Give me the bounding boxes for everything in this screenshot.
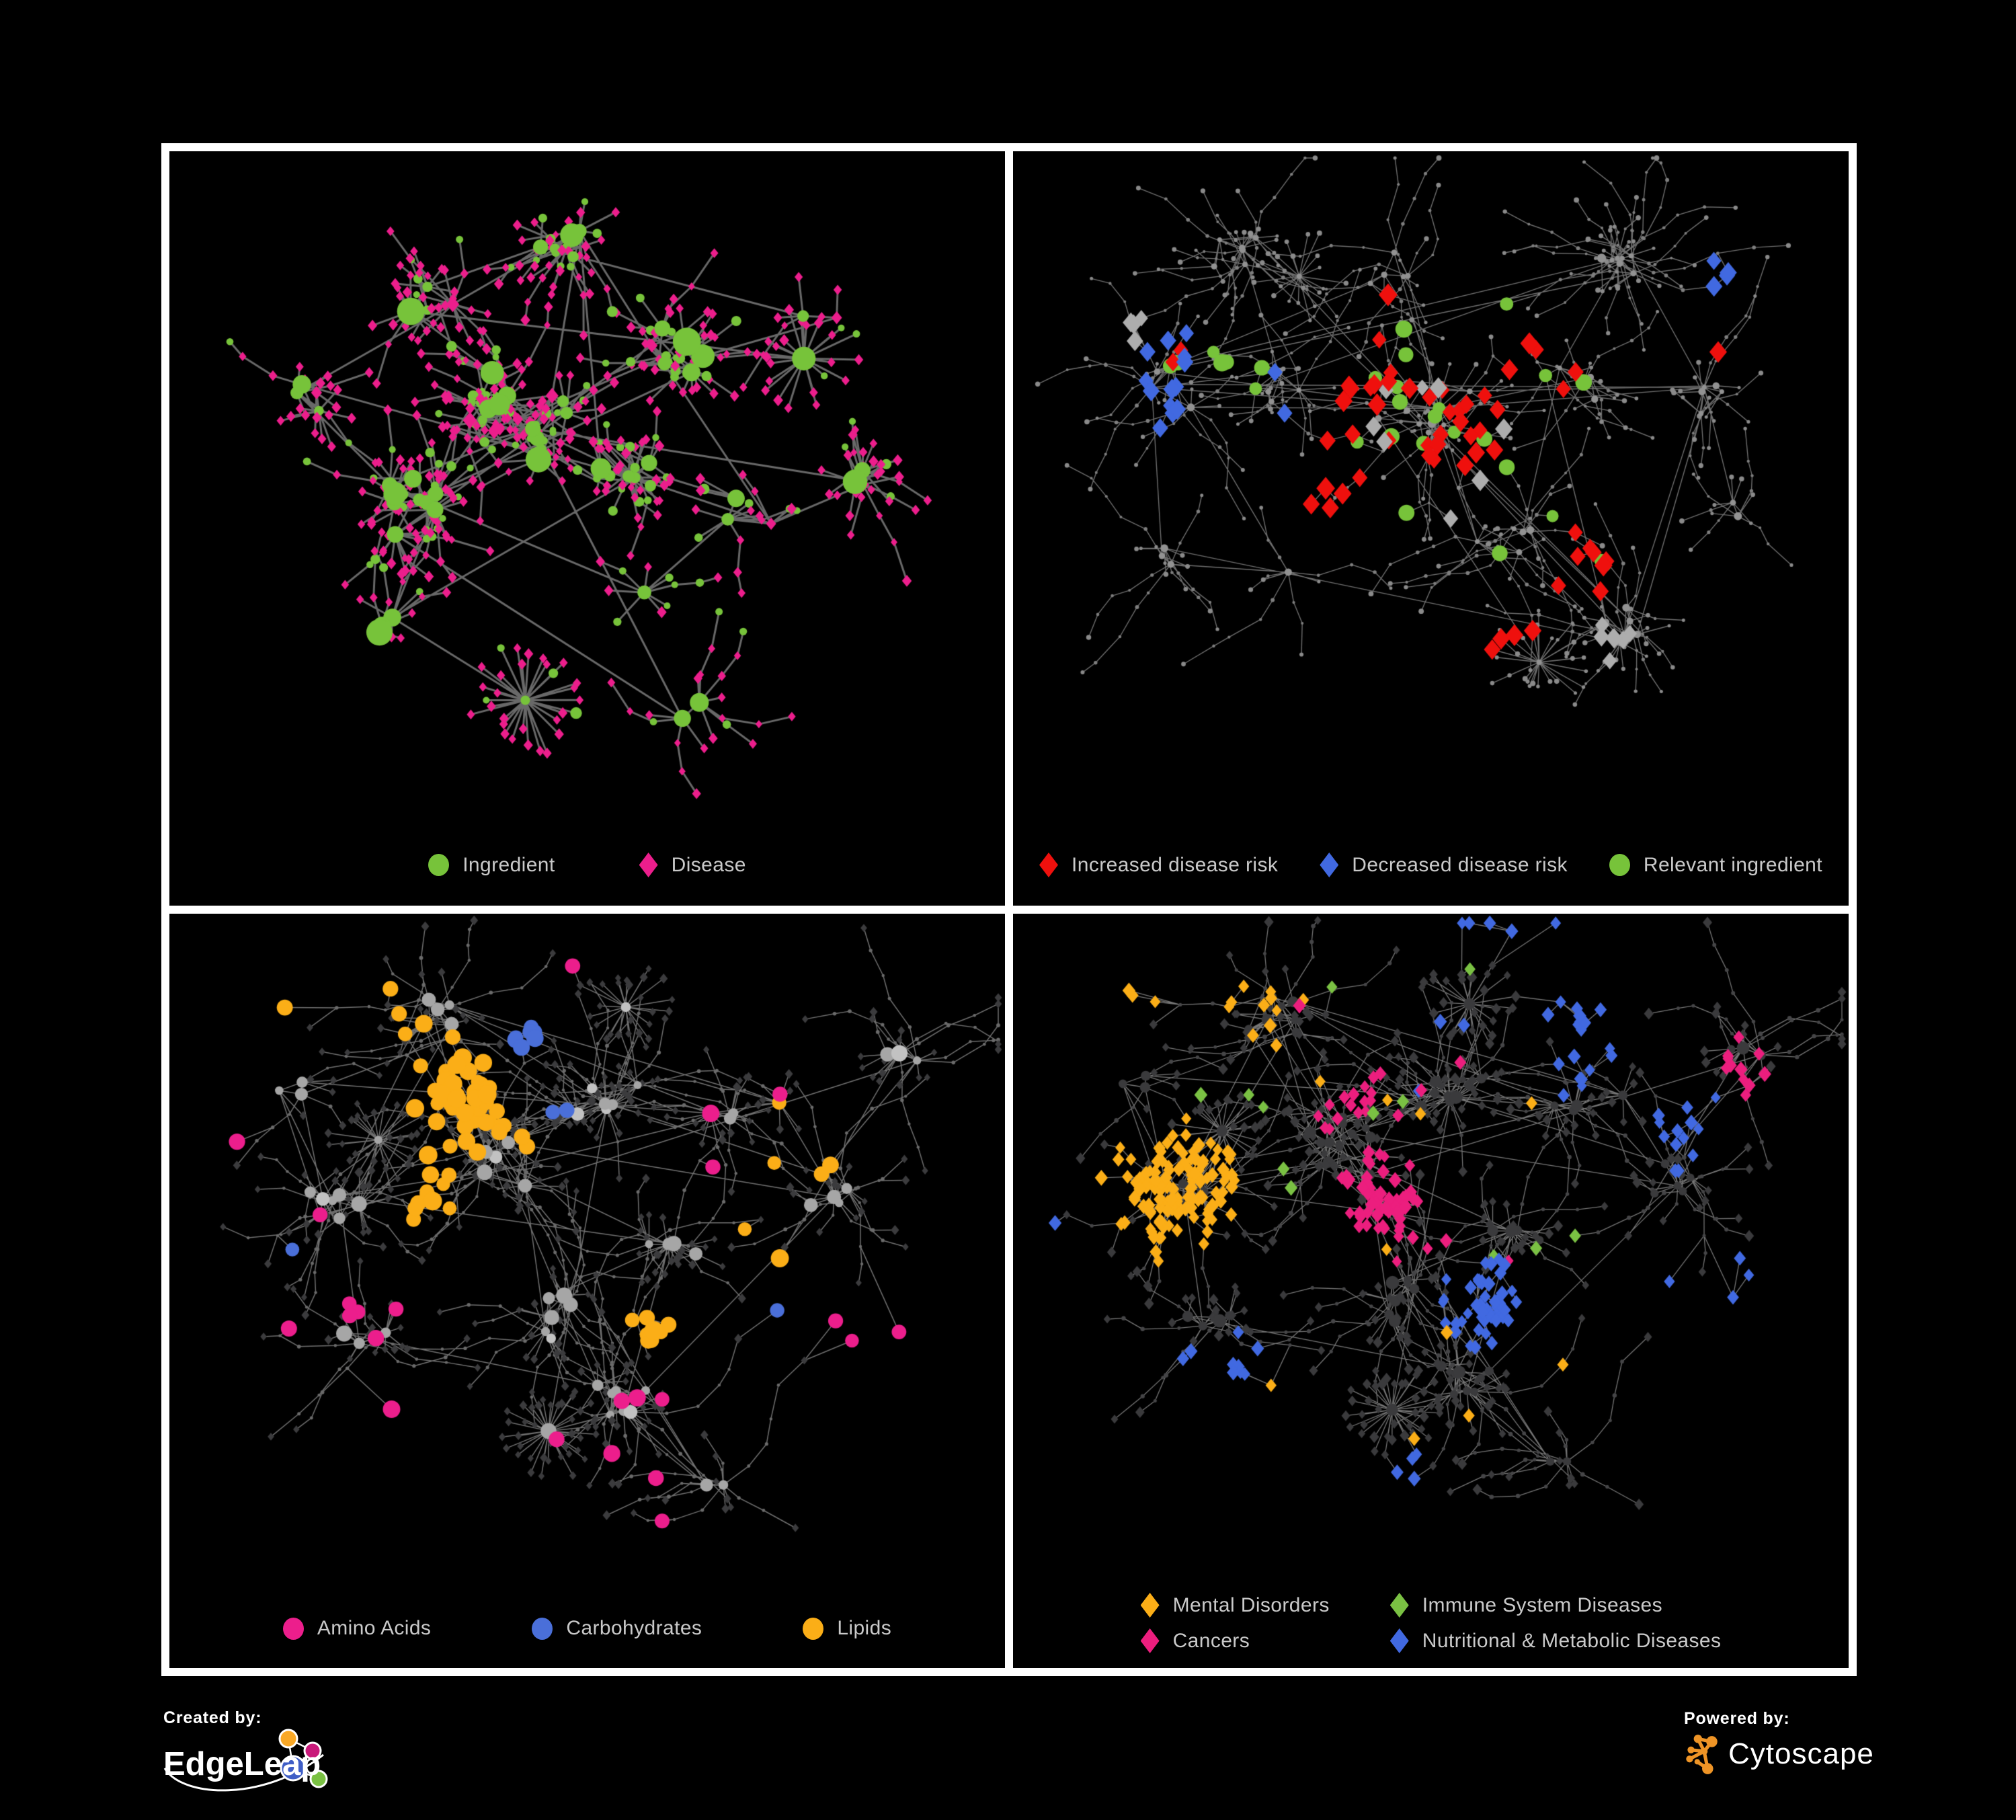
legend-item-cancers: Cancers	[1140, 1628, 1330, 1653]
legend-item-disease: Disease	[639, 853, 746, 877]
legend-item-relevant-ingredient: Relevant ingredient	[1609, 854, 1822, 877]
legend-item-carbohydrates: Carbohydrates	[532, 1617, 702, 1640]
legend-label: Amino Acids	[317, 1617, 432, 1639]
legend-panel-3: Amino Acids Carbohydrates Lipids	[169, 1617, 1005, 1640]
legend-item-mental-disorders: Mental Disorders	[1140, 1593, 1330, 1618]
legend-item-immune-diseases: Immune System Diseases	[1389, 1593, 1722, 1618]
legend-panel-4: Mental Disorders Immune System Diseases …	[1013, 1593, 1849, 1653]
cancers-marker-icon	[1140, 1628, 1160, 1653]
legend-item-ingredient: Ingredient	[428, 854, 555, 877]
legend-item-amino-acids: Amino Acids	[282, 1617, 432, 1640]
cytoscape-logo-nodes	[1686, 1735, 1718, 1774]
edgeleap-node-orange	[278, 1729, 298, 1749]
figure-frame: Ingredient Disease Increased disease ris…	[161, 143, 1857, 1676]
legend-item-decreased-risk: Decreased disease risk	[1320, 853, 1568, 877]
lipids-marker-icon	[803, 1617, 824, 1640]
legend-label: Relevant ingredient	[1643, 853, 1822, 876]
legend-label: Disease	[671, 853, 746, 876]
legend-label: Lipids	[837, 1617, 892, 1639]
nutritional-metabolic-marker-icon	[1389, 1628, 1409, 1653]
edgeleap-logo-graphic	[163, 1729, 328, 1792]
decreased-risk-marker-icon	[1320, 853, 1339, 877]
legend-label: Cancers	[1172, 1629, 1250, 1652]
legend-label: Mental Disorders	[1172, 1593, 1330, 1616]
created-by-label: Created by:	[163, 1708, 262, 1727]
panel-disease-risk: Increased disease risk Decreased disease…	[1013, 151, 1849, 906]
legend-label: Ingredient	[462, 853, 555, 876]
network-canvas-ingredient-classes	[169, 914, 1005, 1668]
powered-by-block: Powered by: Cytoscape	[1684, 1709, 1966, 1790]
legend-label: Carbohydrates	[566, 1617, 702, 1639]
cytoscape-logo	[1686, 1735, 1718, 1774]
legend-label: Nutritional & Metabolic Diseases	[1422, 1629, 1722, 1652]
legend-item-lipids: Lipids	[803, 1617, 891, 1640]
edgeleap-node-blue	[280, 1755, 307, 1782]
legend-label: Decreased disease risk	[1352, 853, 1568, 876]
carbohydrates-marker-icon	[532, 1617, 553, 1640]
legend-label: Immune System Diseases	[1422, 1593, 1662, 1616]
edgeleap-node-magenta	[303, 1741, 322, 1760]
edgeleap-logo: EdgeLeap	[163, 1728, 345, 1798]
network-canvas-disease-risk	[1013, 151, 1849, 906]
panel-ingredient-disease: Ingredient Disease	[169, 151, 1005, 906]
panel-disease-classes: Mental Disorders Immune System Diseases …	[1013, 914, 1849, 1668]
legend-label: Increased disease risk	[1072, 853, 1279, 876]
cytoscape-wordmark: Cytoscape	[1728, 1737, 1874, 1770]
amino-acids-marker-icon	[282, 1617, 304, 1640]
ingredient-marker-icon	[428, 854, 450, 876]
immune-diseases-marker-icon	[1389, 1593, 1409, 1618]
increased-risk-marker-icon	[1039, 853, 1058, 877]
created-by-block: Created by: EdgeLeap	[163, 1708, 345, 1796]
network-canvas-disease-classes	[1013, 914, 1849, 1668]
legend-panel-2: Increased disease risk Decreased disease…	[1013, 853, 1849, 877]
legend-panel-1: Ingredient Disease	[169, 853, 1005, 877]
edgeleap-node-green	[309, 1770, 328, 1788]
relevant-ingredient-marker-icon	[1609, 854, 1630, 876]
legend-item-nutritional-metabolic: Nutritional & Metabolic Diseases	[1389, 1628, 1722, 1653]
edgeleap-wordmark: EdgeLeap	[163, 1746, 321, 1782]
disease-marker-icon	[639, 853, 658, 877]
network-canvas-ingredient-disease	[169, 151, 1005, 906]
mental-disorders-marker-icon	[1140, 1593, 1160, 1618]
powered-by-label: Powered by:	[1684, 1709, 1790, 1728]
panel-ingredient-classes: Amino Acids Carbohydrates Lipids	[169, 914, 1005, 1668]
legend-item-increased-risk: Increased disease risk	[1039, 853, 1278, 877]
